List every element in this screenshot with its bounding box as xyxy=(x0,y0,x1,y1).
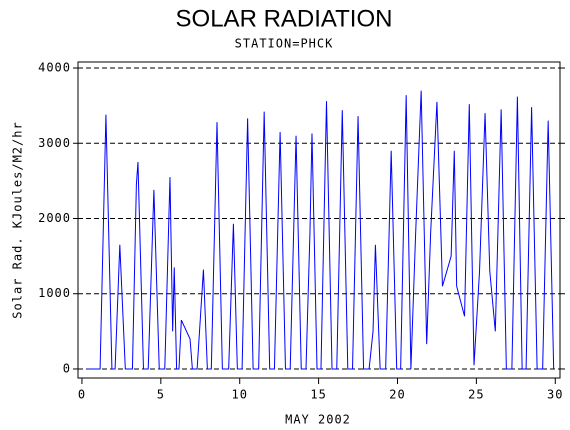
y-tick-label: 3000 xyxy=(38,136,71,150)
plot-frame xyxy=(77,61,561,379)
x-tick-label: 5 xyxy=(157,388,165,402)
y-tick-label: 1000 xyxy=(38,286,71,300)
y-axis-label: Solar Rad. KJoules/M2/hr xyxy=(11,121,25,318)
x-tick-label: 30 xyxy=(547,388,563,402)
x-tick-label: 0 xyxy=(78,388,86,402)
x-axis-label: MAY 2002 xyxy=(285,413,351,427)
y-tick-label: 4000 xyxy=(38,61,71,75)
x-tick-label: 15 xyxy=(310,388,326,402)
data-line xyxy=(86,90,555,370)
x-tick-label: 20 xyxy=(389,388,405,402)
y-tick-label: 2000 xyxy=(38,211,71,225)
x-tick-label: 25 xyxy=(468,388,484,402)
y-tick-label: 0 xyxy=(63,361,71,375)
chart-title: SOLAR RADIATION xyxy=(176,5,393,32)
chart-subtitle: STATION=PHCK xyxy=(235,37,334,51)
x-tick-label: 10 xyxy=(231,388,247,402)
